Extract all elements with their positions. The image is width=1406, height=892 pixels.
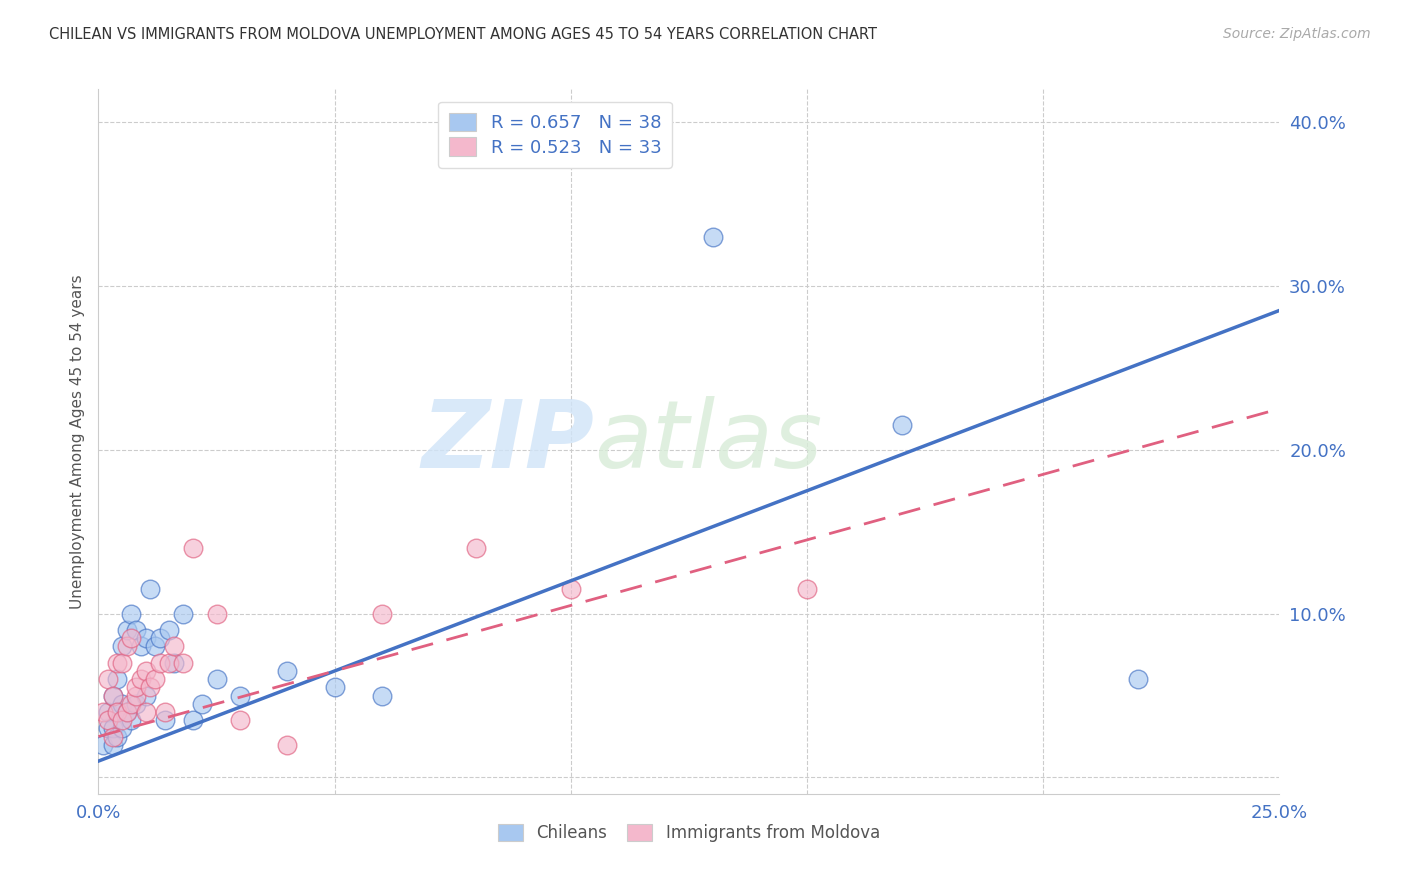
Text: ZIP: ZIP: [422, 395, 595, 488]
Point: [205, 672, 228, 686]
Point: [135, 689, 157, 703]
Point: [139, 681, 162, 695]
Point: [111, 697, 134, 711]
Point: [371, 607, 394, 621]
Point: [125, 689, 148, 703]
Point: [371, 689, 394, 703]
Point: [229, 689, 252, 703]
Point: [129, 672, 152, 686]
Point: [172, 607, 194, 621]
Point: [172, 656, 194, 670]
Text: atlas: atlas: [595, 396, 823, 487]
Point: [115, 623, 138, 637]
Point: [125, 681, 148, 695]
Point: [111, 656, 134, 670]
Point: [1126, 672, 1149, 686]
Point: [111, 722, 134, 736]
Point: [97, 672, 120, 686]
Point: [91, 705, 114, 719]
Point: [191, 697, 214, 711]
Point: [101, 722, 124, 736]
Point: [157, 656, 180, 670]
Point: [115, 640, 138, 654]
Point: [129, 640, 152, 654]
Point: [163, 656, 186, 670]
Point: [153, 713, 176, 727]
Point: [115, 705, 138, 719]
Point: [135, 705, 157, 719]
Point: [181, 713, 204, 727]
Point: [181, 541, 204, 555]
Point: [121, 713, 143, 727]
Point: [101, 738, 124, 752]
Y-axis label: Unemployment Among Ages 45 to 54 years: Unemployment Among Ages 45 to 54 years: [69, 274, 84, 609]
Point: [205, 607, 228, 621]
Point: [157, 623, 180, 637]
Point: [101, 689, 124, 703]
Point: [125, 623, 148, 637]
Point: [121, 607, 143, 621]
Point: [153, 705, 176, 719]
Point: [97, 705, 120, 719]
Point: [121, 697, 143, 711]
Point: [115, 705, 138, 719]
Point: [121, 631, 143, 645]
Point: [560, 582, 582, 596]
Point: [135, 631, 157, 645]
Point: [143, 640, 166, 654]
Point: [323, 681, 346, 695]
Point: [149, 631, 172, 645]
Point: [163, 640, 186, 654]
Point: [465, 541, 488, 555]
Text: Source: ZipAtlas.com: Source: ZipAtlas.com: [1223, 27, 1371, 41]
Point: [97, 713, 120, 727]
Point: [111, 713, 134, 727]
Point: [139, 582, 162, 596]
Point: [91, 738, 114, 752]
Point: [125, 697, 148, 711]
Point: [276, 664, 298, 678]
Point: [97, 722, 120, 736]
Point: [702, 229, 724, 244]
Point: [276, 738, 298, 752]
Point: [135, 664, 157, 678]
Point: [890, 418, 912, 433]
Point: [796, 582, 818, 596]
Point: [149, 656, 172, 670]
Point: [105, 705, 128, 719]
Text: CHILEAN VS IMMIGRANTS FROM MOLDOVA UNEMPLOYMENT AMONG AGES 45 TO 54 YEARS CORREL: CHILEAN VS IMMIGRANTS FROM MOLDOVA UNEMP…: [49, 27, 877, 42]
Point: [101, 730, 124, 744]
Point: [101, 689, 124, 703]
Legend: Chileans, Immigrants from Moldova: Chileans, Immigrants from Moldova: [491, 817, 887, 849]
Point: [143, 672, 166, 686]
Point: [105, 705, 128, 719]
Point: [111, 640, 134, 654]
Point: [105, 672, 128, 686]
Point: [229, 713, 252, 727]
Point: [105, 656, 128, 670]
Point: [105, 730, 128, 744]
